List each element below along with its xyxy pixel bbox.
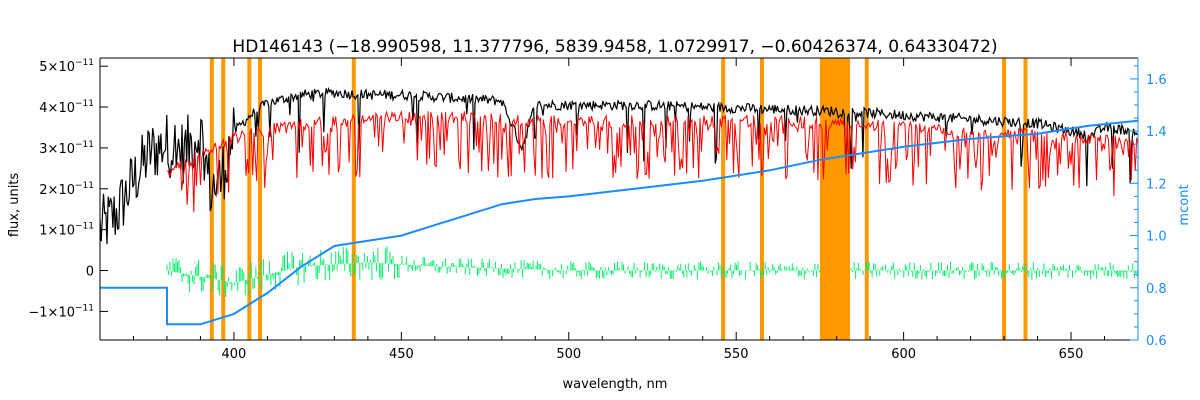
x-tick-label-600: 600 xyxy=(891,347,916,362)
x-tick-label-650: 650 xyxy=(1059,347,1084,362)
y2-tick-label-5: 1.6 xyxy=(1146,73,1167,88)
chart-title: HD146143 (−18.990598, 11.377796, 5839.94… xyxy=(232,37,997,57)
x-axis-label: wavelength, nm xyxy=(563,377,668,392)
series-residual-marks xyxy=(166,246,1138,298)
masked-line-4 xyxy=(258,58,263,340)
masked-line-2 xyxy=(221,58,226,340)
masked-line-8 xyxy=(864,58,869,340)
plot-area: 400 450 500 550 600 650 −1×10−11 0 1×10−11 2×10−1… xyxy=(28,57,1167,362)
x-tick-label-500: 500 xyxy=(556,347,581,362)
x-tick-label-550: 550 xyxy=(724,347,749,362)
masked-line-10 xyxy=(1023,58,1028,340)
y2-tick-label-0: 0.6 xyxy=(1146,334,1167,349)
x-tick-label-450: 450 xyxy=(389,347,414,362)
series-model-line xyxy=(166,109,1139,213)
y-tick-label-0: −1×10−11 xyxy=(28,303,94,320)
series-continuum-line xyxy=(100,119,1139,326)
x-tick-label-400: 400 xyxy=(222,347,247,362)
y2-tick-label-2: 1.0 xyxy=(1146,230,1167,245)
masked-line-5 xyxy=(351,58,356,340)
y-tick-label-2: 1×10−11 xyxy=(39,222,94,239)
series-observed-line xyxy=(99,86,1138,245)
y-tick-label-4: 3×10−11 xyxy=(39,140,94,157)
y-tick-label-1: 0 xyxy=(86,265,94,280)
y2-tick-label-4: 1.4 xyxy=(1146,125,1167,140)
y2-tick-label-1: 0.8 xyxy=(1146,282,1167,297)
y-tick-label-5: 4×10−11 xyxy=(39,99,94,116)
y-axis-label: flux, units xyxy=(7,173,22,238)
y2-tick-label-3: 1.2 xyxy=(1146,177,1167,192)
y-tick-label-3: 2×10−11 xyxy=(39,181,94,198)
y2-axis-label: mcont xyxy=(1177,184,1192,225)
masked-band xyxy=(819,58,851,340)
masked-line-9 xyxy=(1002,58,1007,340)
masked-line-7 xyxy=(759,58,764,340)
masked-line-6 xyxy=(721,58,726,340)
y-tick-label-6: 5×10−11 xyxy=(39,58,94,75)
masked-line-3 xyxy=(247,58,252,340)
